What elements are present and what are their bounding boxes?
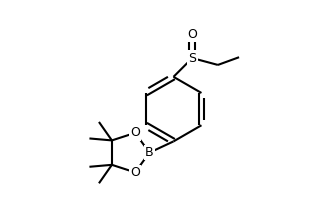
Text: S: S — [188, 52, 196, 65]
Text: B: B — [145, 146, 154, 159]
Text: O: O — [130, 166, 140, 179]
Text: O: O — [187, 28, 197, 41]
Text: O: O — [130, 126, 140, 139]
